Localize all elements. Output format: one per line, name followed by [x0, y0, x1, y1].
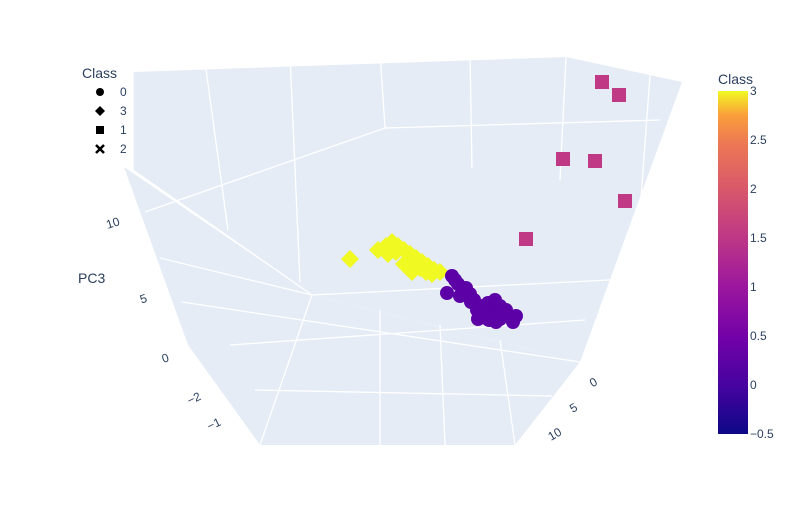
scatter-point-class-1[interactable]	[588, 154, 602, 168]
back-wall-pane	[133, 57, 682, 362]
scatter-point-class-0[interactable]	[459, 281, 473, 295]
legend-item-2[interactable]: 2	[95, 142, 127, 156]
scatter-point-class-0[interactable]	[448, 273, 462, 287]
y-tick-label: 10	[545, 425, 564, 444]
scatter-point-class-3[interactable]	[395, 255, 413, 273]
y-tick-label: 0	[587, 374, 600, 390]
left-wall-pane	[124, 167, 312, 445]
scene-panes	[124, 57, 682, 445]
colorbar-ticks: 3 2.5 2 1.5 1 0.5 0 −0.5	[750, 84, 774, 441]
colorbar-tick-label: 0	[750, 378, 757, 392]
x-axis-ticks: −2 −1	[185, 389, 224, 433]
legend-x-symbol	[95, 144, 105, 154]
scatter-point-class-1[interactable]	[556, 152, 570, 166]
scatter-point-class-3[interactable]	[423, 265, 441, 283]
legend-label: 2	[120, 142, 127, 156]
legend-background	[78, 64, 133, 164]
legend-label: 1	[120, 123, 127, 137]
scatter-point-class-1[interactable]	[618, 194, 632, 208]
colorbar: Class 3 2.5 2 1.5 1 0.5 0 −0.5	[718, 71, 774, 441]
scatter-point-class-3[interactable]	[387, 243, 405, 261]
colorbar-tick-label: 1.5	[750, 231, 767, 245]
colorbar-title: Class	[718, 71, 753, 87]
colorbar-tick-label: 2.5	[750, 133, 767, 147]
scatter-point-class-1[interactable]	[519, 232, 533, 246]
colorbar-tick-label: 1	[750, 280, 757, 294]
z-axis-title: PC3	[78, 270, 105, 286]
x-tick-label: −2	[185, 389, 204, 408]
colorbar-tick-label: −0.5	[750, 427, 774, 441]
scatter-point-class-3[interactable]	[341, 250, 359, 268]
legend-item-0[interactable]: 0	[96, 85, 127, 99]
scatter-point-class-1[interactable]	[595, 75, 609, 89]
legend-label: 3	[120, 104, 127, 118]
data-markers	[341, 75, 632, 329]
z-axis-ticks: 10 5 0	[104, 214, 171, 366]
scatter-point-class-0[interactable]	[440, 286, 454, 300]
z-tick-label: 10	[104, 214, 121, 232]
legend-item-1[interactable]: 1	[96, 123, 127, 137]
grid-lines	[132, 51, 661, 446]
z-tick-label: 0	[160, 350, 171, 365]
z-tick-label: 5	[138, 291, 149, 306]
scatter-point-class-0[interactable]	[506, 315, 520, 329]
y-tick-label: 5	[567, 400, 580, 416]
legend-title: Class	[82, 65, 117, 81]
legend-square-symbol	[96, 126, 104, 134]
legend-circle-symbol	[96, 88, 104, 96]
colorbar-tick-label: 2	[750, 182, 757, 196]
floor-pane	[260, 295, 580, 445]
colorbar-gradient	[718, 91, 748, 434]
scatter-point-class-0[interactable]	[491, 305, 505, 319]
legend-label: 0	[120, 85, 127, 99]
legend-diamond-symbol	[95, 106, 105, 116]
scatter-point-class-0[interactable]	[477, 305, 491, 319]
x-tick-label: −1	[205, 415, 224, 434]
legend-item-3[interactable]: 3	[95, 104, 127, 118]
legend: Class 0 3 1 2	[78, 64, 133, 164]
colorbar-tick-label: 0.5	[750, 329, 767, 343]
scatter-point-class-1[interactable]	[612, 88, 626, 102]
colorbar-tick-label: 3	[750, 84, 757, 98]
